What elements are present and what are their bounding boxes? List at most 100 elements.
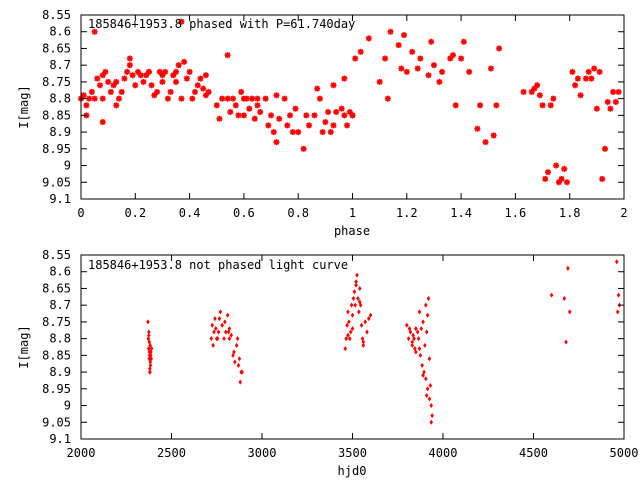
data-point — [421, 319, 425, 325]
data-point — [189, 95, 196, 102]
data-point — [254, 95, 261, 102]
data-point — [200, 85, 207, 92]
data-point — [186, 68, 193, 75]
data-point — [593, 105, 600, 112]
x-tick-label: 1.4 — [450, 206, 472, 220]
data-point — [407, 326, 412, 332]
data-point — [211, 342, 215, 348]
data-point — [345, 322, 349, 328]
data-point — [148, 369, 152, 375]
data-point — [567, 309, 572, 315]
y-tick-label: 9 — [64, 399, 71, 413]
x-tick-label: 1 — [349, 206, 356, 220]
data-point — [225, 312, 230, 318]
x-tick-label: 1.2 — [396, 206, 418, 220]
data-point — [368, 312, 373, 318]
data-point — [418, 352, 423, 358]
data-point — [346, 309, 350, 315]
data-point — [401, 32, 408, 39]
data-point — [257, 109, 264, 116]
data-point — [197, 75, 204, 82]
plot-frame — [80, 254, 625, 440]
data-point — [148, 359, 153, 365]
data-point — [147, 332, 151, 338]
x-tick-label: 0.4 — [179, 206, 201, 220]
y-axis-ticks: 8.55 8.6 8.65 8.7 8.75 8.8 8.85 8.9 8.95 9 9.05 9.1 — [42, 8, 624, 206]
data-point — [424, 302, 428, 308]
data-point — [357, 299, 362, 305]
data-point — [427, 356, 432, 362]
data-point — [352, 289, 357, 295]
data-point — [148, 82, 155, 89]
data-point — [615, 88, 622, 95]
data-point — [173, 68, 180, 75]
data-point — [227, 326, 232, 332]
y-tick-label: 9.1 — [49, 432, 71, 446]
data-point — [80, 92, 87, 99]
x-tick-label: 3500 — [338, 446, 367, 460]
data-point — [240, 95, 247, 102]
data-point — [430, 62, 437, 69]
data-point — [218, 309, 223, 315]
data-point — [417, 309, 422, 315]
data-point — [493, 102, 500, 109]
data-point — [162, 68, 169, 75]
data-point — [333, 109, 340, 116]
data-point — [436, 78, 443, 85]
y-tick-label: 8.8 — [49, 92, 71, 106]
phased-data-points — [78, 18, 622, 186]
data-point — [126, 62, 133, 69]
data-point — [239, 369, 243, 375]
data-point — [350, 312, 355, 318]
data-point — [132, 82, 139, 89]
data-point — [220, 322, 224, 328]
data-point — [395, 42, 402, 49]
data-point — [147, 349, 152, 355]
data-point — [145, 68, 152, 75]
y-tick-label: 8.55 — [42, 8, 71, 22]
data-point — [414, 326, 418, 332]
data-point — [406, 336, 411, 342]
data-point — [181, 58, 188, 65]
data-point — [409, 48, 416, 55]
data-point — [341, 112, 348, 119]
data-point — [542, 175, 549, 182]
data-point — [412, 336, 416, 342]
data-point — [425, 386, 430, 392]
y-tick-label: 8.7 — [49, 58, 71, 72]
data-point — [344, 336, 348, 342]
data-point — [413, 346, 417, 352]
data-point — [347, 319, 351, 325]
y-axis-ticks: 8.55 8.6 8.65 8.7 8.75 8.8 8.85 8.9 8.95 9 9.05 9.1 — [42, 248, 624, 446]
data-point — [224, 52, 231, 59]
data-point — [215, 336, 220, 342]
data-point — [365, 329, 369, 335]
data-point — [449, 52, 456, 59]
data-point — [424, 329, 429, 335]
x-axis-ticks: 0 0.2 0.4 0.6 0.8 1 1.2 1.4 1.6 1.8 2 — [77, 15, 628, 220]
data-point — [474, 125, 481, 132]
data-point — [232, 102, 239, 109]
data-point — [223, 319, 227, 325]
data-point — [354, 282, 358, 288]
data-point — [270, 129, 277, 136]
x-tick-label: 0.8 — [287, 206, 309, 220]
data-point — [417, 55, 424, 62]
data-point — [273, 139, 280, 146]
data-point — [268, 112, 275, 119]
y-tick-label: 9.05 — [42, 415, 71, 429]
data-point — [91, 28, 98, 35]
data-point — [610, 88, 617, 95]
y-tick-label: 8.55 — [42, 248, 71, 262]
data-point — [566, 265, 570, 271]
data-point — [384, 95, 391, 102]
data-point — [429, 419, 434, 425]
data-point — [231, 352, 235, 358]
data-point — [577, 92, 584, 99]
data-point — [604, 98, 611, 105]
y-tick-label: 8.9 — [49, 125, 71, 139]
data-point — [91, 95, 98, 102]
data-point — [487, 65, 494, 72]
data-point — [410, 342, 415, 348]
